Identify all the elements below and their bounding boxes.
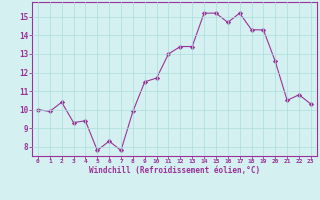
X-axis label: Windchill (Refroidissement éolien,°C): Windchill (Refroidissement éolien,°C) [89,166,260,175]
